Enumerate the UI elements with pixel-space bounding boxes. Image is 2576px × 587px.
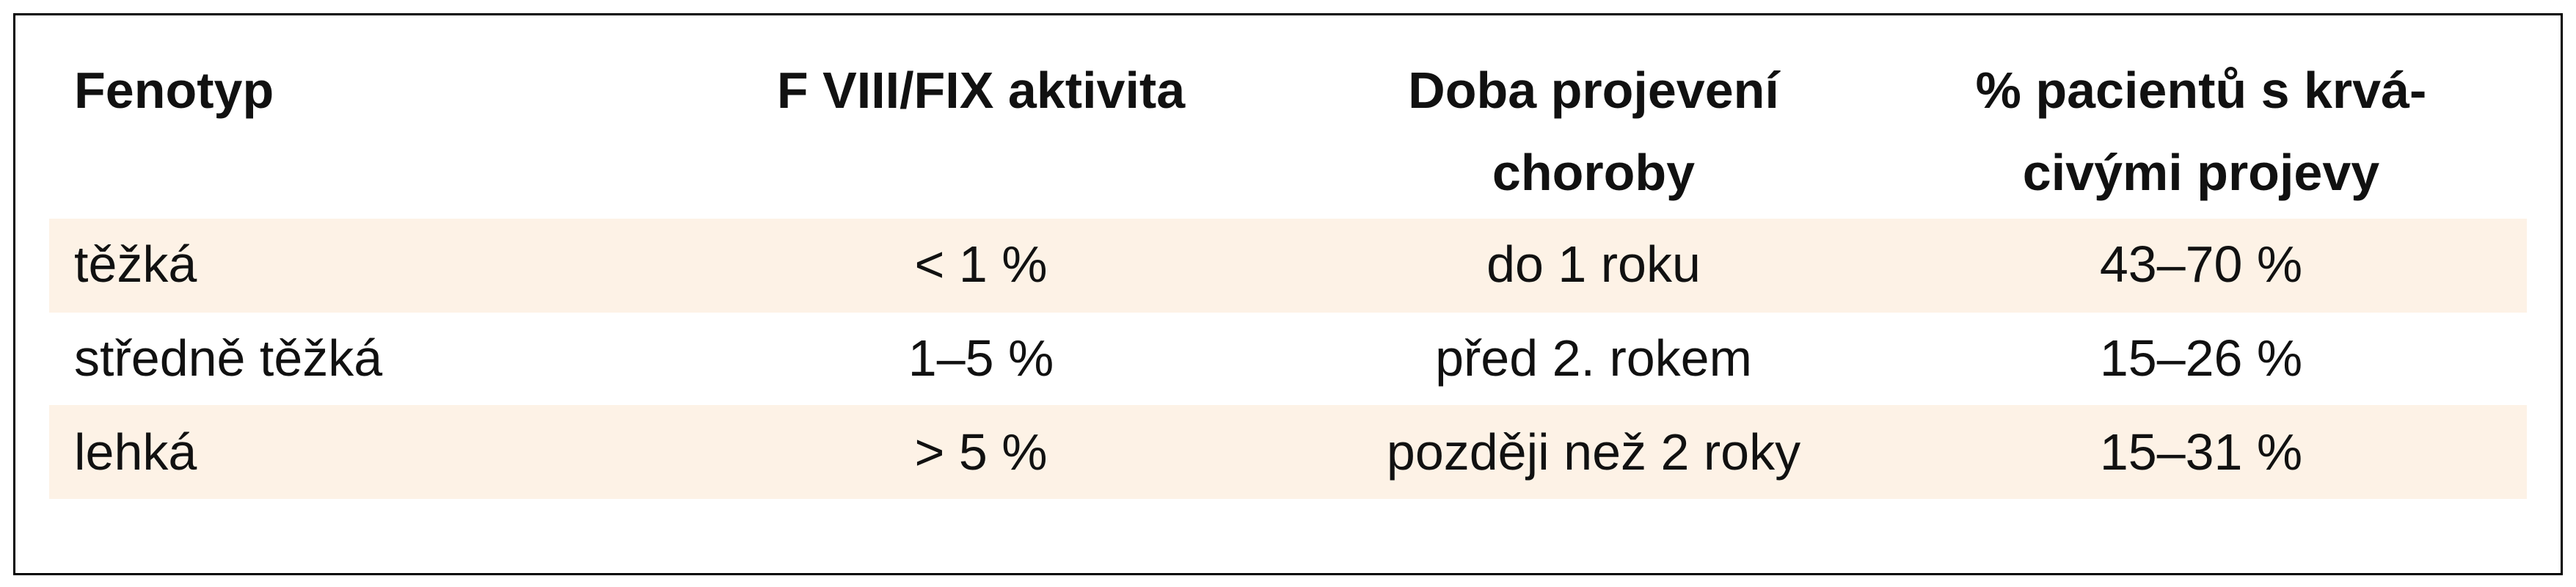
table-cell: těžká — [74, 236, 197, 293]
table-cell: středně těžká — [74, 329, 383, 387]
table-cell: 1–5 % — [908, 329, 1054, 387]
table-cell: < 1 % — [914, 236, 1048, 293]
table-cell: 43–70 % — [2099, 236, 2303, 293]
header-cell: choroby — [1492, 144, 1696, 201]
table-cell: 15–31 % — [2099, 423, 2303, 481]
header-cell: Doba projevení — [1408, 62, 1779, 119]
table-cell: před 2. rokem — [1435, 329, 1752, 387]
table-cell: 15–26 % — [2099, 329, 2303, 387]
table-cell: do 1 roku — [1486, 236, 1701, 293]
header-cell: F VIII/FIX aktivita — [776, 62, 1186, 119]
header-cell: Fenotyp — [74, 62, 274, 119]
header-cell: % pacientů s krvá- — [1975, 62, 2427, 119]
row-band — [49, 219, 2527, 313]
header-cell: civými projevy — [2022, 144, 2380, 201]
row-band — [49, 405, 2527, 499]
table-cell: později než 2 roky — [1386, 423, 1801, 481]
table-cell: lehká — [74, 423, 197, 481]
table-cell: > 5 % — [914, 423, 1048, 481]
